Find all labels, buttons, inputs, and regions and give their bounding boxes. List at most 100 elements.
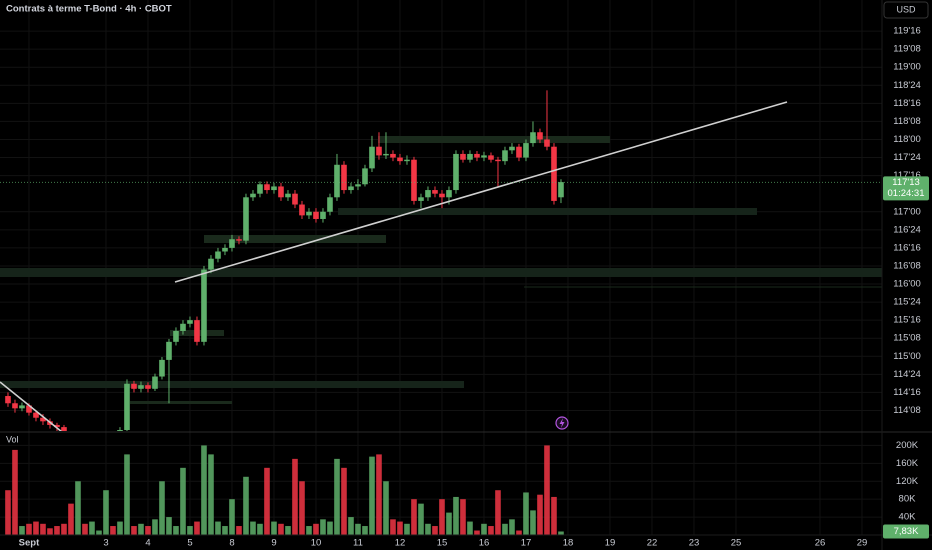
candle-body <box>327 197 333 212</box>
volume-bar <box>530 510 536 535</box>
y-tick-label: 116'16 <box>893 242 921 253</box>
candle-body <box>439 193 445 198</box>
candle-body <box>138 385 144 389</box>
volume-bar <box>250 521 256 535</box>
volume-bar <box>292 458 298 535</box>
volume-bar <box>306 526 312 535</box>
volume-bar <box>523 492 529 535</box>
candle-body <box>278 186 284 198</box>
candle-body <box>418 197 424 201</box>
y-tick-label: 119'08 <box>893 44 921 55</box>
volume-bar <box>376 454 382 535</box>
candle-body <box>292 193 298 205</box>
candle-body <box>131 383 137 389</box>
candle-body <box>306 211 312 216</box>
candle-body <box>187 320 193 324</box>
volume-bar <box>222 526 228 535</box>
volume-bar <box>355 523 361 535</box>
candle-body <box>355 184 361 187</box>
x-tick-label: 11 <box>353 538 363 549</box>
volume-bar <box>432 526 438 535</box>
x-tick-label: Sept <box>19 538 40 549</box>
volume-bar <box>131 526 137 535</box>
volume-bar <box>264 467 270 535</box>
candle-body <box>152 376 158 389</box>
volume-bar <box>369 456 375 535</box>
candle-body <box>481 155 487 158</box>
volume-bar <box>404 523 410 535</box>
last-volume-tag <box>883 524 929 539</box>
candle-body <box>362 168 368 185</box>
candle-body <box>544 139 550 147</box>
volume-bar <box>341 467 347 535</box>
volume-bars <box>5 445 564 535</box>
trend-line <box>174 101 788 283</box>
y-tick-label: 119'00 <box>893 62 921 73</box>
volume-bar <box>495 490 501 535</box>
candle-body <box>180 323 186 331</box>
candle-body <box>369 146 375 169</box>
volume-bar <box>411 499 417 535</box>
x-tick-label: 10 <box>311 538 322 549</box>
chart-title: Contrats à terme T-Bond · 4h · CBOT <box>6 4 172 15</box>
candle-body <box>145 385 151 389</box>
volume-bar <box>166 517 172 535</box>
candle-body <box>285 193 291 198</box>
volume-bar <box>467 521 473 535</box>
event-icon <box>555 416 569 430</box>
x-tick-label: 4 <box>145 538 150 549</box>
candle-body <box>208 258 214 270</box>
volume-bar <box>397 521 403 535</box>
y-tick-label: 115'00 <box>893 351 921 362</box>
volume-bar <box>187 526 193 535</box>
volume-bar <box>243 476 249 535</box>
x-tick-label: 22 <box>647 538 658 549</box>
candle-body <box>229 239 235 248</box>
candle-body <box>215 251 221 259</box>
candle-body <box>166 341 172 360</box>
trend-lines <box>0 101 788 431</box>
volume-bar <box>138 523 144 535</box>
currency-label[interactable]: USD <box>896 4 916 14</box>
y-tick-label: 114'08 <box>893 405 921 416</box>
volume-bar <box>362 526 368 535</box>
candle-body <box>12 403 18 409</box>
y-tick-label: 114'16 <box>893 387 921 398</box>
volume-bar <box>82 523 88 535</box>
candle-body <box>33 412 39 418</box>
currency-button[interactable] <box>883 1 929 19</box>
volume-bar <box>348 517 354 535</box>
candle-body <box>404 159 410 162</box>
volume-bar <box>215 521 221 535</box>
volume-bar <box>313 523 319 535</box>
x-tick-label: 5 <box>187 538 192 549</box>
candle-body <box>397 157 403 162</box>
volume-tick-label: 200K <box>896 440 919 451</box>
volume-bar <box>439 499 445 535</box>
candle-body <box>26 405 32 413</box>
volume-bar <box>194 521 200 535</box>
zone <box>204 235 386 243</box>
volume-bar <box>173 526 179 535</box>
volume-bar <box>75 481 81 535</box>
volume-bar <box>537 494 543 535</box>
y-tick-label: 117'16 <box>893 170 921 181</box>
candle-body <box>509 146 515 151</box>
volume-bar <box>40 523 46 535</box>
zone <box>0 268 882 277</box>
candle-body <box>502 150 508 162</box>
x-tick-label: 19 <box>605 538 616 549</box>
y-tick-label: 116'24 <box>893 224 921 235</box>
volume-tick-label: 120K <box>896 476 919 487</box>
volume-bar <box>418 503 424 535</box>
volume-bar <box>390 519 396 535</box>
volume-bar <box>383 481 389 535</box>
candle-body <box>40 417 46 422</box>
x-tick-label: 9 <box>271 538 276 549</box>
volume-bar <box>285 526 291 535</box>
candle-body <box>411 159 417 201</box>
volume-bar <box>334 458 340 535</box>
volume-bar <box>425 523 431 535</box>
